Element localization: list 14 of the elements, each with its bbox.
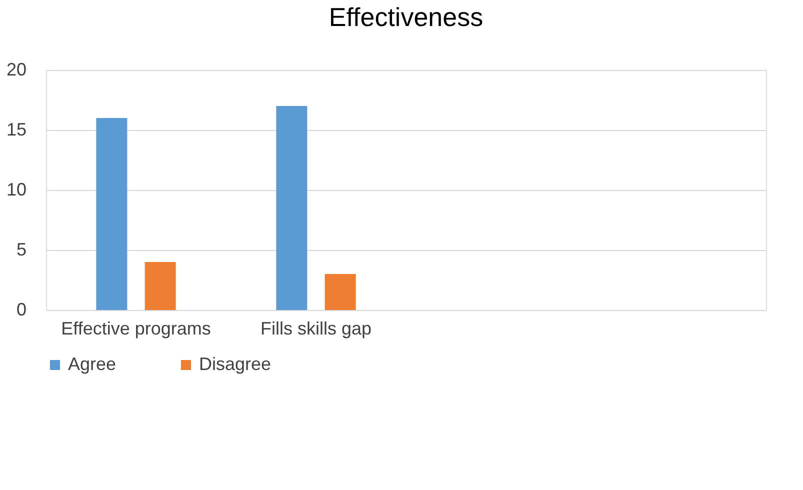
x-tick-label: Fills skills gap — [260, 318, 372, 338]
legend-label: Disagree — [199, 354, 272, 374]
y-tick-label: 15 — [6, 120, 26, 140]
bar — [324, 274, 356, 310]
y-tick-label: 0 — [16, 300, 26, 320]
bar — [276, 106, 308, 310]
y-tick-label: 20 — [6, 60, 26, 80]
y-tick-label: 10 — [6, 180, 26, 200]
bar — [144, 262, 176, 310]
chart-title: Effectiveness — [328, 2, 484, 32]
x-tick-label: Effective programs — [61, 318, 211, 338]
bar — [96, 118, 128, 310]
y-tick-label: 5 — [16, 240, 26, 260]
legend-label: Agree — [68, 354, 116, 374]
